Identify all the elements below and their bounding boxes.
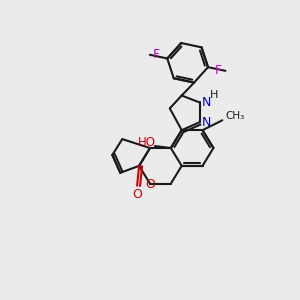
Text: H: H bbox=[210, 89, 219, 100]
Text: F: F bbox=[153, 48, 161, 61]
Text: F: F bbox=[215, 64, 222, 77]
Text: O: O bbox=[132, 188, 142, 201]
Text: HO: HO bbox=[138, 136, 156, 148]
Text: O: O bbox=[145, 178, 155, 191]
Text: N: N bbox=[202, 96, 211, 109]
Text: N: N bbox=[202, 116, 211, 129]
Text: CH₃: CH₃ bbox=[225, 111, 244, 121]
